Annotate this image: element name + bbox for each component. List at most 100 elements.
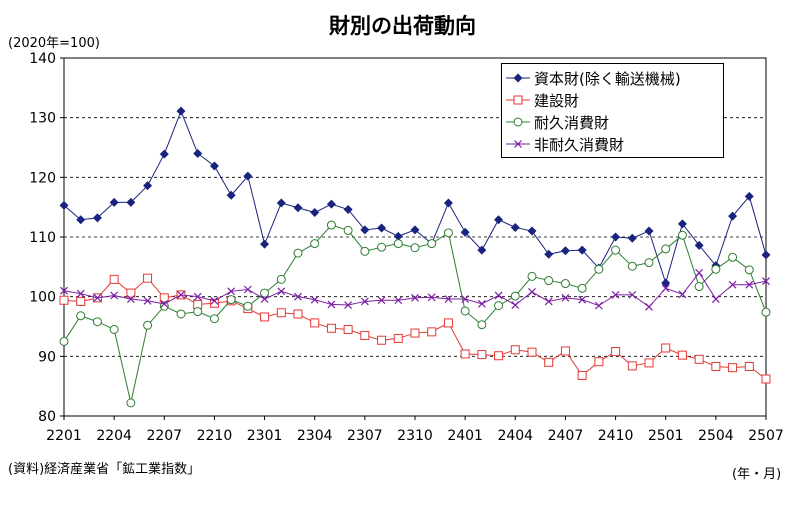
data-point xyxy=(310,208,320,218)
legend-item-construction-goods: 建設財 xyxy=(506,89,723,111)
data-point xyxy=(644,258,654,268)
data-point xyxy=(92,317,102,327)
data-point xyxy=(93,293,102,302)
data-point xyxy=(260,295,269,303)
data-point xyxy=(577,283,587,293)
data-point xyxy=(209,314,219,324)
legend-marker-circle-icon xyxy=(506,117,530,127)
data-point xyxy=(76,289,85,298)
legend-label: 資本財(除く輸送機械) xyxy=(534,69,681,88)
y-tick-label: 110 xyxy=(29,230,56,246)
data-point xyxy=(126,288,136,298)
data-point xyxy=(410,328,420,338)
y-tick-label: 140 xyxy=(29,51,56,67)
data-point xyxy=(377,296,386,305)
data-point xyxy=(510,222,520,232)
data-point xyxy=(177,290,185,299)
data-point xyxy=(594,301,603,310)
data-point xyxy=(427,293,436,302)
data-point xyxy=(243,301,253,311)
data-point xyxy=(661,343,671,353)
data-point xyxy=(410,225,420,235)
data-point xyxy=(477,245,487,255)
data-point xyxy=(143,181,153,191)
data-point xyxy=(276,308,286,318)
data-point xyxy=(60,286,68,295)
y-tick-label: 120 xyxy=(29,170,56,186)
data-point xyxy=(126,197,136,207)
data-point xyxy=(377,223,387,233)
data-point xyxy=(544,276,554,286)
data-point xyxy=(443,198,453,208)
x-tick-label: 2504 xyxy=(698,428,734,444)
data-point xyxy=(193,307,203,317)
y-tick-label: 130 xyxy=(29,111,56,127)
data-point xyxy=(611,347,621,357)
data-point xyxy=(578,295,587,304)
data-point xyxy=(226,190,236,200)
data-point xyxy=(394,296,403,305)
data-point xyxy=(745,280,754,289)
data-point xyxy=(293,248,303,258)
data-point xyxy=(561,293,570,302)
data-point xyxy=(310,318,320,328)
data-point xyxy=(76,311,86,321)
x-tick-label: 2407 xyxy=(548,428,584,444)
x-tick-label: 2304 xyxy=(297,428,333,444)
y-unit-label: (2020年=100) xyxy=(8,36,100,51)
x-tick-label: 2410 xyxy=(598,428,634,444)
y-tick-label: 100 xyxy=(29,290,56,306)
data-point xyxy=(326,323,336,333)
data-point xyxy=(661,278,671,288)
data-point xyxy=(444,295,453,303)
data-point xyxy=(209,298,219,308)
y-tick-label: 80 xyxy=(38,409,56,425)
data-point xyxy=(59,336,69,346)
data-point xyxy=(326,220,336,230)
data-point xyxy=(694,354,704,364)
data-point xyxy=(494,351,504,361)
data-point xyxy=(427,239,437,249)
data-point xyxy=(343,205,353,215)
legend-item-capital-goods: 資本財(除く輸送機械) xyxy=(506,67,723,89)
data-point xyxy=(695,268,704,277)
data-point xyxy=(460,306,470,316)
legend-marker-diamond-icon xyxy=(506,73,530,83)
data-point xyxy=(343,324,353,334)
data-point xyxy=(744,265,754,275)
data-point xyxy=(59,295,69,305)
data-point xyxy=(276,198,286,208)
data-point xyxy=(494,215,504,225)
x-tick-label: 2301 xyxy=(247,428,283,444)
data-point xyxy=(160,299,169,308)
data-point xyxy=(143,320,153,330)
legend-marker-x-icon xyxy=(506,140,530,148)
data-point xyxy=(377,242,387,252)
data-point xyxy=(460,227,470,237)
data-point xyxy=(126,398,136,408)
data-point xyxy=(260,239,270,249)
data-point xyxy=(477,299,486,308)
data-point xyxy=(59,200,69,210)
data-point xyxy=(443,318,453,328)
x-tick-label: 2507 xyxy=(748,428,784,444)
data-point xyxy=(711,295,720,303)
data-point xyxy=(176,106,186,116)
data-point xyxy=(360,225,370,235)
data-point xyxy=(577,370,587,380)
data-point xyxy=(276,274,286,284)
data-point xyxy=(528,287,536,296)
data-point xyxy=(761,250,771,260)
data-point xyxy=(92,213,102,223)
data-point xyxy=(560,346,570,356)
data-point xyxy=(594,264,604,274)
period-label: (年・月) xyxy=(732,467,782,482)
data-point xyxy=(260,312,270,322)
data-point xyxy=(694,282,704,292)
data-point xyxy=(227,287,236,296)
data-point xyxy=(627,361,637,371)
x-tick-label: 2401 xyxy=(447,428,483,444)
data-point xyxy=(477,320,487,330)
x-tick-label: 2210 xyxy=(197,428,233,444)
